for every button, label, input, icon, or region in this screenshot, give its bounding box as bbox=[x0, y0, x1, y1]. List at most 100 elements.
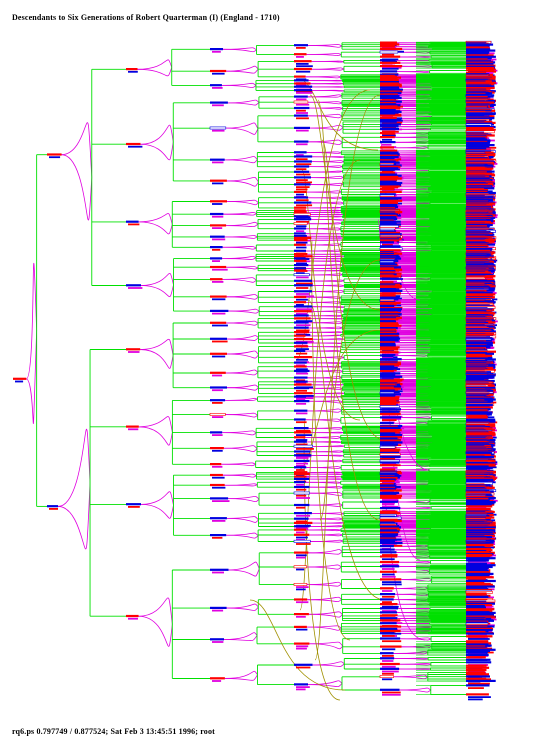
marriage-bracket bbox=[395, 469, 429, 471]
marriage-bracket bbox=[308, 551, 343, 555]
marriage-bracket bbox=[401, 115, 432, 117]
marriage-bracket bbox=[226, 335, 259, 340]
marriage-bracket bbox=[141, 273, 174, 286]
marriage-bracket bbox=[312, 291, 345, 293]
marriage-bracket bbox=[226, 65, 259, 72]
marriage-bracket bbox=[305, 76, 341, 79]
marriage-bracket bbox=[305, 481, 341, 484]
marriage-bracket bbox=[395, 593, 429, 597]
marriage-bracket bbox=[226, 223, 259, 227]
marriage-bracket bbox=[227, 387, 259, 391]
marriage-bracket bbox=[307, 381, 342, 383]
marriage-bracket bbox=[226, 266, 259, 270]
marriage-bracket bbox=[309, 171, 343, 173]
marriage-bracket bbox=[228, 568, 260, 577]
marriage-bracket bbox=[224, 632, 258, 640]
marriage-bracket bbox=[226, 603, 259, 609]
marriage-bracket bbox=[309, 274, 343, 276]
marriage-bracket bbox=[138, 213, 173, 225]
marriage-bracket bbox=[306, 366, 342, 368]
marriage-bracket bbox=[223, 213, 257, 216]
marriage-bracket bbox=[138, 597, 173, 625]
marriage-bracket bbox=[227, 384, 259, 389]
marriage-bracket bbox=[393, 676, 429, 680]
marriage-bracket bbox=[306, 566, 342, 570]
marriage-bracket bbox=[308, 327, 343, 330]
marriage-bracket bbox=[227, 102, 260, 106]
marriage-bracket bbox=[138, 221, 173, 235]
marriage-bracket bbox=[61, 154, 93, 221]
marriage-bracket bbox=[225, 122, 259, 129]
marriage-bracket bbox=[306, 581, 342, 586]
marriage-bracket bbox=[226, 296, 259, 300]
marriage-bracket bbox=[226, 180, 259, 187]
marriage-bracket bbox=[224, 484, 258, 487]
marriage-bracket bbox=[305, 350, 341, 353]
marriage-bracket bbox=[307, 342, 342, 344]
marriage-bracket bbox=[400, 638, 432, 641]
marriage-bracket bbox=[309, 492, 344, 497]
marriage-bracket bbox=[222, 432, 257, 436]
marriage-bracket bbox=[224, 674, 258, 681]
marriage-bracket bbox=[225, 369, 259, 374]
marriage-bracket bbox=[309, 643, 344, 650]
marriage-bracket bbox=[227, 353, 259, 359]
marriage-bracket bbox=[312, 663, 345, 667]
marriage-bracket bbox=[309, 525, 343, 528]
marriage-bracket bbox=[309, 473, 343, 476]
marriage-bracket bbox=[306, 296, 342, 299]
marriage-bracket bbox=[398, 608, 431, 610]
marriage-bracket bbox=[140, 503, 174, 519]
marriage-bracket bbox=[399, 663, 431, 666]
marriage-bracket bbox=[309, 534, 343, 537]
marriage-bracket bbox=[401, 409, 432, 411]
marriage-bracket bbox=[225, 371, 259, 376]
marriage-bracket bbox=[308, 518, 343, 521]
marriage-bracket bbox=[138, 426, 173, 446]
marriage-bracket bbox=[308, 613, 343, 618]
marriage-bracket bbox=[224, 635, 258, 641]
marriage-bracket bbox=[138, 615, 173, 647]
marriage-bracket bbox=[306, 152, 342, 154]
marriage-bracket bbox=[137, 59, 173, 70]
marriage-bracket bbox=[312, 522, 345, 524]
marriage-bracket bbox=[310, 451, 344, 453]
marriage-bracket bbox=[227, 201, 259, 206]
marriage-bracket bbox=[311, 202, 344, 205]
marriage-bracket bbox=[306, 207, 342, 209]
marriage-bracket bbox=[61, 122, 93, 178]
marriage-bracket bbox=[224, 236, 258, 239]
marriage-bracket bbox=[58, 482, 91, 550]
marriage-bracket bbox=[222, 48, 257, 53]
marriage-bracket bbox=[306, 583, 342, 587]
marriage-bracket bbox=[223, 447, 258, 452]
marriage-bracket bbox=[305, 529, 342, 532]
marriage-bracket bbox=[398, 668, 431, 670]
marriage-bracket bbox=[307, 115, 343, 119]
marriage-bracket bbox=[310, 540, 344, 543]
marriage-bracket bbox=[306, 467, 342, 469]
marriage-bracket bbox=[25, 262, 38, 380]
marriage-bracket bbox=[222, 474, 257, 478]
marriage-bracket bbox=[311, 177, 344, 180]
marriage-bracket bbox=[309, 370, 343, 373]
marriage-bracket bbox=[225, 398, 258, 401]
marriage-bracket bbox=[311, 60, 344, 63]
marriage-bracket bbox=[140, 338, 174, 356]
marriage-bracket bbox=[222, 246, 257, 250]
marriage-bracket bbox=[227, 99, 260, 104]
marriage-bracket bbox=[394, 169, 429, 171]
marriage-bracket bbox=[308, 427, 343, 430]
marriage-bracket bbox=[308, 322, 343, 325]
marriage-bracket bbox=[307, 377, 342, 379]
marriage-bracket bbox=[228, 498, 260, 503]
marriage-bracket bbox=[399, 561, 431, 564]
marriage-bracket bbox=[311, 455, 344, 457]
marriage-bracket bbox=[308, 549, 343, 554]
marriage-bracket bbox=[312, 338, 345, 341]
marriage-bracket bbox=[226, 606, 259, 611]
marriage-bracket bbox=[308, 315, 343, 317]
marriage-bracket bbox=[306, 53, 342, 56]
marriage-bracket bbox=[401, 123, 432, 126]
marriage-bracket bbox=[397, 71, 430, 73]
